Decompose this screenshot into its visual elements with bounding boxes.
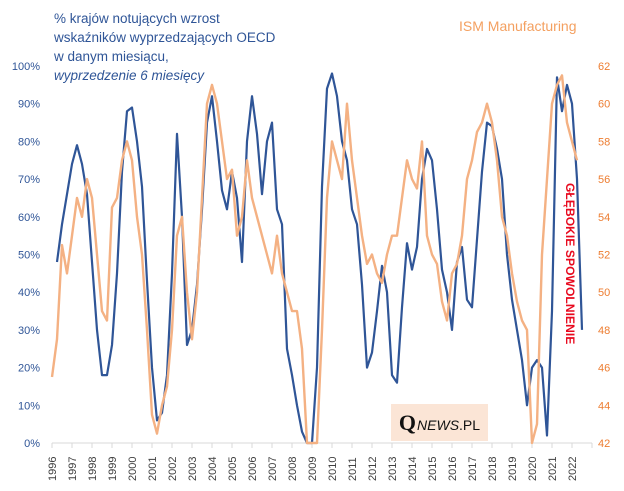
x-tick-label: 2016 — [447, 457, 459, 481]
y-tick-label-right: 54 — [598, 212, 610, 224]
title-line-2: wskaźników wyprzedzających OECD — [54, 30, 276, 45]
logo-q: Q — [398, 409, 417, 435]
y-tick-label-left: 100% — [12, 61, 40, 73]
y-tick-label-right: 50 — [598, 287, 610, 299]
y-tick-label-left: 10% — [18, 400, 40, 412]
logo-suffix: .PL — [459, 416, 481, 433]
title-line-3: w danym miesiącu, — [54, 49, 169, 64]
y-tick-label-left: 80% — [18, 136, 40, 148]
x-tick-label: 2010 — [327, 457, 339, 481]
title-line-1: % krajów notujących wzrost — [54, 11, 220, 26]
y-tick-label-right: 58 — [598, 136, 610, 148]
x-tick-label: 2004 — [207, 457, 219, 481]
y-tick-label-left: 90% — [18, 99, 40, 111]
x-tick-label: 2013 — [387, 457, 399, 481]
x-tick-label: 2009 — [307, 457, 319, 481]
x-tick-label: 2000 — [127, 457, 139, 481]
y-tick-label-right: 62 — [598, 61, 610, 73]
x-tick-label: 2005 — [227, 457, 239, 481]
annotation-deep-slowdown: GŁĘBOKIE SPOWOLNIENIE — [563, 183, 577, 345]
x-tick-label: 1998 — [87, 457, 99, 481]
x-tick-label: 2020 — [527, 457, 539, 481]
y-tick-label-right: 56 — [598, 174, 610, 186]
x-tick-label: 2001 — [147, 457, 159, 481]
y-axis-right: 42 44 46 48 50 52 54 56 58 60 62 — [598, 61, 610, 450]
x-tick-label: 2003 — [187, 457, 199, 481]
x-tick-label: 2022 — [567, 457, 579, 481]
x-tick-label: 2014 — [407, 457, 419, 481]
y-axis-left: 0% 10% 20% 30% 40% 50% 60% 70% 80% 90% 100% — [12, 61, 40, 450]
y-tick-label-right: 60 — [598, 99, 610, 111]
x-tick-label: 1996 — [47, 457, 59, 481]
x-tick-label: 2018 — [487, 457, 499, 481]
x-tick-label: 2015 — [427, 457, 439, 481]
left-axis-title: % krajów notujących wzrost wskaźników wy… — [54, 9, 275, 85]
logo-news: NEWS — [417, 416, 460, 433]
y-tick-label-left: 20% — [18, 363, 40, 375]
x-tick-label: 2017 — [467, 457, 479, 481]
y-tick-label-right: 48 — [598, 325, 610, 337]
x-tick-label: 2002 — [167, 457, 179, 481]
x-tick-label: 2008 — [287, 457, 299, 481]
right-axis-title: ISM Manufacturing — [459, 18, 577, 34]
x-tick-label: 2019 — [507, 457, 519, 481]
y-tick-label-right: 46 — [598, 363, 610, 375]
y-tick-label-left: 30% — [18, 325, 40, 337]
x-tick-label: 2007 — [267, 457, 279, 481]
series-line-ism — [50, 74, 579, 445]
y-tick-label-left: 50% — [18, 250, 40, 262]
x-tick-label: 2021 — [547, 457, 559, 481]
axes — [51, 442, 593, 448]
y-tick-label-left: 60% — [18, 212, 40, 224]
x-tick-label: 2006 — [247, 457, 259, 481]
title-line-4: wyprzedzenie 6 miesięcy — [54, 68, 205, 83]
y-tick-label-right: 44 — [598, 400, 610, 412]
x-tick-label: 1997 — [67, 457, 79, 481]
x-axis: 1996 1997 1998 1999 2000 2001 2002 2003 2004 2005… — [47, 457, 579, 481]
x-tick-label: 2011 — [347, 457, 359, 481]
y-tick-label-right: 52 — [598, 250, 610, 262]
y-tick-label-left: 70% — [18, 174, 40, 186]
y-tick-label-left: 40% — [18, 287, 40, 299]
plot-lines — [50, 72, 584, 445]
y-tick-label-left: 0% — [24, 438, 40, 450]
y-tick-label-right: 42 — [598, 438, 610, 450]
x-tick-label: 1999 — [107, 457, 119, 481]
qnews-logo: Q NEWS.PL — [391, 404, 488, 441]
x-tick-label: 2012 — [367, 457, 379, 481]
logo-text: NEWS.PL — [417, 417, 480, 433]
